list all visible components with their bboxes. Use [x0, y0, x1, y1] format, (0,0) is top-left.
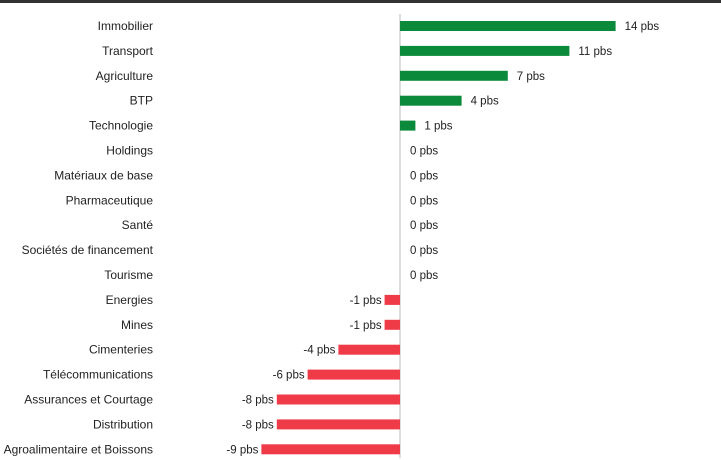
value-label-tourisme: 0 pbs [410, 270, 438, 282]
value-label-agriculture: 7 pbs [517, 71, 545, 83]
top-rule [0, 0, 721, 3]
bar-mines [384, 319, 400, 330]
value-label-telecommunications: -6 pbs [273, 370, 305, 382]
category-label-materiaux-de-base: Matériaux de base [54, 168, 153, 182]
category-label-sante: Santé [122, 218, 154, 232]
bar-agriculture [400, 70, 508, 81]
bar-agroalimentaire-et-boissons [261, 444, 400, 455]
bar-distribution [276, 419, 400, 430]
bar-technologie [400, 120, 416, 131]
bar-assurances-et-courtage [276, 394, 400, 405]
value-label-materiaux-de-base: 0 pbs [410, 170, 438, 182]
category-label-immobilier: Immobilier [98, 19, 153, 33]
value-label-sante: 0 pbs [410, 220, 438, 232]
value-label-agroalimentaire-et-boissons: -9 pbs [226, 444, 258, 456]
bar-transport [400, 45, 570, 56]
value-label-pharmaceutique: 0 pbs [410, 195, 438, 207]
value-label-mines: -1 pbs [350, 320, 382, 332]
bar-energies [384, 294, 400, 305]
value-label-societes-de-financement: 0 pbs [410, 245, 438, 257]
category-label-tourisme: Tourisme [104, 268, 153, 282]
category-label-telecommunications: Télécommunications [43, 368, 153, 382]
category-label-energies: Energies [106, 293, 153, 307]
category-label-societes-de-financement: Sociétés de financement [22, 243, 154, 257]
value-label-energies: -1 pbs [350, 295, 382, 307]
value-label-distribution: -8 pbs [242, 419, 274, 431]
category-label-agriculture: Agriculture [96, 69, 154, 83]
value-label-assurances-et-courtage: -8 pbs [242, 395, 274, 407]
value-label-transport: 11 pbs [578, 46, 612, 58]
category-label-btp: BTP [130, 94, 153, 108]
category-label-mines: Mines [121, 318, 153, 332]
bar-btp [400, 95, 462, 106]
category-label-cimenteries: Cimenteries [89, 343, 153, 357]
value-label-technologie: 1 pbs [424, 121, 452, 133]
bar-immobilier [400, 21, 616, 31]
value-label-cimenteries: -4 pbs [303, 345, 335, 357]
category-label-assurances-et-courtage: Assurances et Courtage [24, 393, 153, 407]
bar-cimenteries [338, 344, 400, 355]
category-label-agroalimentaire-et-boissons: Agroalimentaire et Boissons [4, 442, 153, 456]
value-label-immobilier: 14 pbs [625, 21, 660, 33]
category-label-transport: Transport [102, 44, 154, 58]
bar-telecommunications [307, 369, 400, 380]
category-label-distribution: Distribution [93, 417, 153, 431]
category-label-technologie: Technologie [89, 119, 153, 133]
category-label-holdings: Holdings [106, 144, 153, 158]
category-label-pharmaceutique: Pharmaceutique [66, 193, 154, 207]
value-label-holdings: 0 pbs [410, 146, 438, 158]
value-label-btp: 4 pbs [471, 96, 499, 108]
